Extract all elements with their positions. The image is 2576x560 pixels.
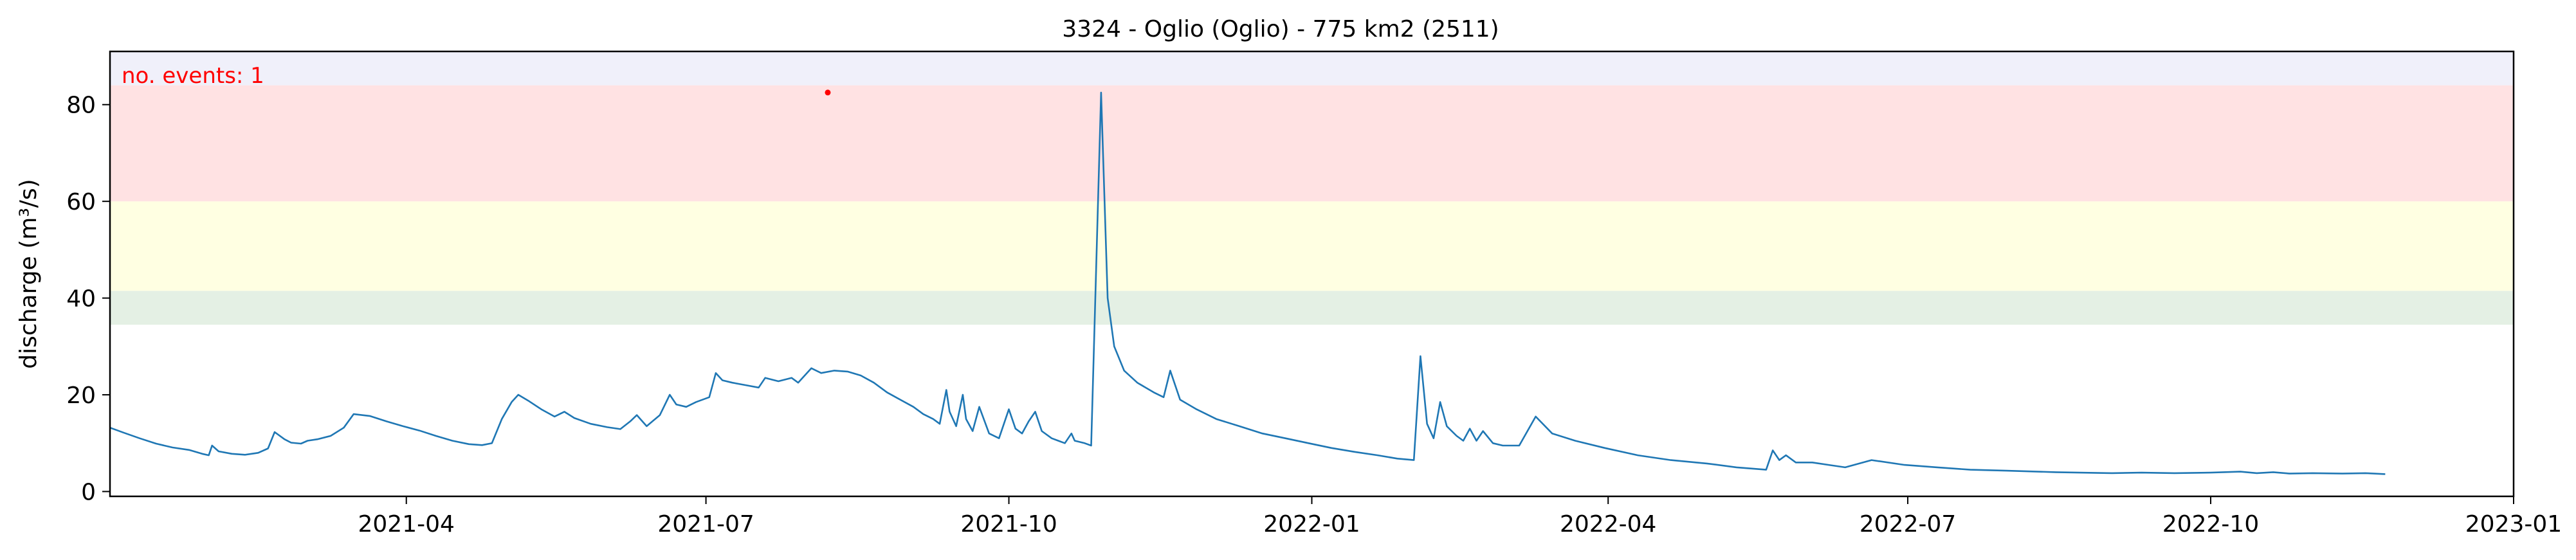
y-axis: 0 20 40 60 80 [66, 93, 110, 505]
y-tick-label: 0 [81, 479, 96, 505]
x-tick-label: 2022-07 [1859, 511, 1956, 537]
series-layer [109, 91, 2386, 475]
x-axis: 2021-04 2021-07 2021-10 2022-01 2022-04 2022-… [358, 496, 2562, 537]
event-marker-0 [825, 89, 831, 96]
y-tick-label: 20 [66, 383, 96, 409]
y-axis-label: discharge (m³/s) [15, 179, 42, 368]
series-line-0 [109, 91, 2386, 475]
threshold-band-3 [110, 51, 2514, 86]
y-tick-label: 40 [66, 286, 96, 312]
x-tick-label: 2022-01 [1263, 511, 1360, 537]
y-tick-label: 80 [66, 93, 96, 119]
threshold-bands [110, 51, 2514, 325]
x-tick-label: 2021-10 [960, 511, 1057, 537]
x-tick-label: 2023-01 [2465, 511, 2562, 537]
threshold-band-1 [110, 201, 2514, 291]
threshold-band-0 [110, 291, 2514, 325]
chart-title: 3324 - Oglio (Oglio) - 775 km2 (2511) [1062, 16, 1499, 42]
x-tick-label: 2022-04 [1560, 511, 1656, 537]
x-tick-label: 2021-07 [657, 511, 754, 537]
events-layer [825, 89, 831, 96]
threshold-band-2 [110, 85, 2514, 202]
events-annotation: no. events: 1 [122, 63, 264, 89]
x-tick-label: 2021-04 [358, 511, 455, 537]
y-tick-label: 60 [66, 189, 96, 215]
x-tick-label: 2022-10 [2162, 511, 2259, 537]
